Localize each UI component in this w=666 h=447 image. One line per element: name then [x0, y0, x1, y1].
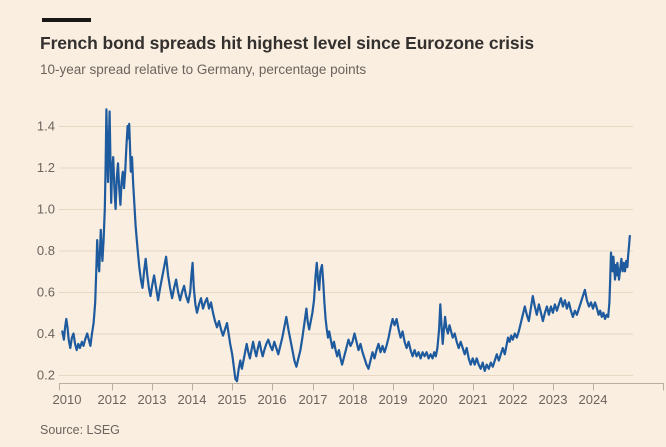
y-axis-label: 0.6 [37, 285, 55, 300]
x-axis-label: 2021 [459, 392, 488, 407]
x-axis-label: 2018 [339, 392, 368, 407]
x-axis-label: 2013 [138, 392, 167, 407]
y-axis-label: 0.4 [37, 326, 55, 341]
spread-line [61, 108, 631, 383]
x-axis-label: 2023 [539, 392, 568, 407]
x-axis-label: 2012 [98, 392, 127, 407]
y-axis-label: 1.4 [37, 119, 55, 134]
x-axis-label: 2010 [53, 392, 82, 407]
x-axis-label: 2014 [178, 392, 207, 407]
y-axis-label: 0.8 [37, 243, 55, 258]
x-axis-label: 2022 [499, 392, 528, 407]
y-axis-label: 1.2 [37, 160, 55, 175]
y-axis-label: 1.0 [37, 202, 55, 217]
x-axis-label: 2024 [579, 392, 608, 407]
x-axis-label: 2016 [258, 392, 287, 407]
chart-subtitle: 10-year spread relative to Germany, perc… [40, 62, 367, 77]
chart-title: French bond spreads hit highest level si… [40, 33, 534, 53]
x-axis-label: 2020 [419, 392, 448, 407]
source-label: Source: LSEG [40, 423, 120, 437]
x-axis-label: 2017 [299, 392, 328, 407]
y-axis-label: 0.2 [37, 368, 55, 383]
x-axis-label: 2019 [379, 392, 408, 407]
x-axis-label: 2015 [218, 392, 247, 407]
headline-kicker-bar [42, 18, 91, 22]
